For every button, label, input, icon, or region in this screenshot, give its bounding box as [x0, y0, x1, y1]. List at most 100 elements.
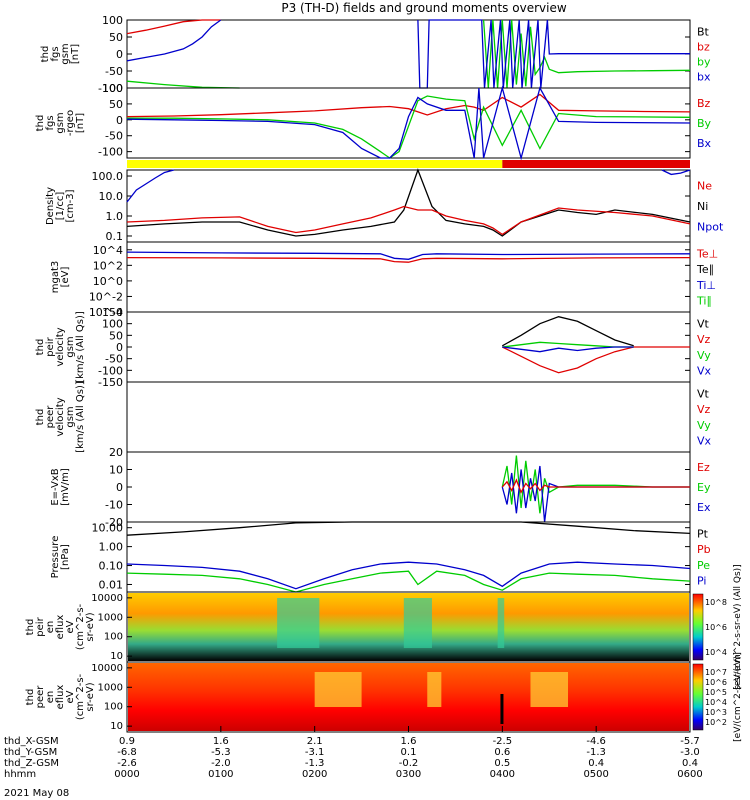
y-axis-label-line: sr-eV) [85, 612, 96, 641]
plot-title: P3 (TH-D) fields and ground moments over… [281, 1, 566, 15]
y-tick-label: 10.0 [99, 190, 124, 203]
legend-entry: Vy [697, 419, 711, 432]
legend-entry: Ti∥ [696, 294, 712, 307]
spectrogram-gap [500, 694, 504, 724]
y-tick-label: -10 [105, 499, 123, 512]
y-axis-label-line: thd [25, 619, 36, 636]
x-tick-label: -1.3 [305, 758, 325, 769]
y-tick-label: -50 [105, 65, 123, 78]
y-tick-label: 10^-4 [89, 306, 123, 319]
y-axis-label-line: eV [65, 620, 76, 633]
series-Ne [126, 205, 691, 236]
y-axis-label-line: [nT] [75, 113, 86, 133]
x-tick-label: 0200 [302, 769, 327, 780]
y-axis-label-line: thd [35, 115, 46, 132]
colorbar [692, 663, 704, 731]
legend-entry: Bt [697, 25, 710, 38]
y-axis-label-line: (cm^2-s- [75, 603, 86, 650]
colorbar-tick-label: 10^6 [705, 623, 727, 632]
colorbar-label: [eV/(cm^2-s-sr-eV)] [733, 652, 743, 742]
spectrogram-fill [128, 663, 689, 731]
panel-fgs: 100 50 0 -50 -100 Bt bz by bx thdfgsgsm[nT] [40, 14, 711, 95]
y-tick-label: 100 [102, 14, 123, 27]
series-Ni [126, 168, 691, 237]
panel-density: 100.0 10.0 1.0 0.1 Ne Ni Npot Density[1/cc][cm-… [45, 168, 724, 243]
y-tick-label: 10 [110, 651, 123, 662]
x-tick-label: -4.6 [586, 736, 606, 747]
x-tick-label: 0.4 [588, 758, 604, 769]
series-Npot [126, 169, 175, 203]
x-row-label: hhmm [4, 769, 36, 780]
series-Ez [501, 478, 690, 494]
colorbar-tick-label: 10^8 [705, 598, 727, 607]
legend-entry: Te⊥ [696, 248, 718, 261]
y-axis-label-line: thd [35, 339, 46, 356]
y-axis-label-line: [nT] [70, 44, 81, 64]
spectrogram-band [530, 672, 569, 707]
x-tick-label: 2.1 [307, 736, 323, 747]
x-tick-label: 0000 [114, 769, 139, 780]
panel-fgs_rgeo: 100 50 0 -50 -100 Bz By Bx thdfgsgsm-rgeo[nT] [35, 82, 712, 161]
y-tick-label: 50 [109, 329, 123, 342]
spectrogram-band [314, 672, 362, 707]
series-By [127, 95, 691, 159]
date-label: 2021 May 08 [4, 788, 69, 799]
colorbar-tick-label: 10^4 [705, 648, 727, 657]
y-axis-label: thdpeirenefluxeV(cm^2-s-sr-eV) [25, 603, 96, 650]
y-tick-label: 10^2 [93, 259, 123, 272]
y-tick-label: 10^-2 [89, 290, 123, 303]
y-axis-label-line: peer [35, 685, 46, 709]
y-tick-label: 0.10 [99, 560, 124, 573]
mode-bar-segment [502, 160, 690, 168]
series-Pe [126, 570, 691, 593]
series-Vx [502, 346, 634, 353]
y-axis-label-line: [mV/m] [60, 468, 71, 506]
legend-entry: By [697, 117, 712, 130]
panel-peer_velocity: Vt Vz Vy Vx thdpeervelocitygsm[km/s (All Qs)… [35, 381, 712, 453]
legend-entry: Pb [697, 543, 711, 556]
panel-mode_bar [127, 160, 690, 168]
y-tick-label: 100 [102, 318, 123, 331]
spectrogram-band [277, 598, 320, 648]
y-axis-label-line: sr-eV) [85, 682, 96, 711]
legend-entry: Pt [697, 528, 709, 541]
y-axis-label: thdfgsgsm[nT] [40, 43, 81, 64]
y-tick-label: 100 [104, 632, 123, 643]
y-tick-label: -50 [105, 353, 123, 366]
legend-entry: Pi [697, 574, 706, 587]
panel-frame [126, 521, 691, 593]
y-tick-label: 10000 [91, 663, 123, 674]
colorbar-tick-label: 10^2 [705, 718, 727, 727]
legend-entry: Pe [697, 559, 710, 572]
legend-entry: bx [697, 71, 711, 84]
panel-frame [126, 169, 691, 243]
x-tick-label: 0600 [677, 769, 702, 780]
legend-entry: Ez [697, 461, 710, 474]
series-Pi [126, 561, 691, 590]
y-tick-label: 50 [109, 31, 123, 44]
y-tick-label: 0 [116, 114, 123, 127]
y-axis-label-line: Density [45, 187, 56, 225]
legend-entry: Ni [697, 200, 708, 213]
y-tick-label: 20 [109, 446, 123, 459]
y-axis-label: mgat3[eV] [50, 261, 71, 294]
legend-entry: Ti⊥ [696, 279, 716, 292]
y-tick-label: 1.0 [106, 210, 124, 223]
y-tick-label: 150 [102, 306, 123, 319]
y-tick-label: 0.01 [99, 578, 124, 591]
y-axis-label-line: en [45, 621, 56, 634]
y-axis-label-line: eflux [55, 615, 66, 640]
series-by [126, 80, 240, 89]
x-tick-label: 1.6 [213, 736, 229, 747]
y-axis-label-line: velocity [55, 397, 66, 436]
y-tick-label: -100 [98, 146, 123, 159]
legend-entry: bz [697, 40, 710, 53]
legend-entry: Vy [697, 349, 711, 362]
y-tick-label: -100 [98, 82, 123, 95]
y-axis-label-line: mgat3 [50, 261, 61, 294]
legend-entry: Bx [697, 137, 712, 150]
x-tick-label: -2.0 [211, 758, 231, 769]
y-tick-label: -50 [105, 130, 123, 143]
